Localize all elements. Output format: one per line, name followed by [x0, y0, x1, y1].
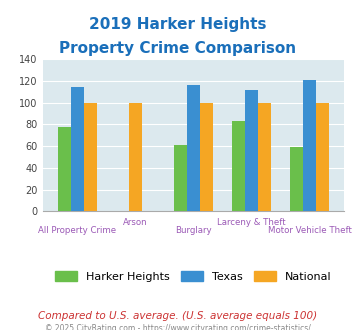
Bar	[84, 103, 97, 211]
Text: © 2025 CityRating.com - https://www.cityrating.com/crime-statistics/: © 2025 CityRating.com - https://www.city…	[45, 324, 310, 330]
Text: Larceny & Theft: Larceny & Theft	[217, 218, 286, 227]
Text: Motor Vehicle Theft: Motor Vehicle Theft	[268, 226, 351, 235]
Bar	[258, 103, 271, 211]
Bar	[129, 103, 142, 211]
Bar	[245, 90, 258, 211]
Bar	[187, 85, 200, 211]
Text: Property Crime Comparison: Property Crime Comparison	[59, 41, 296, 56]
Bar	[58, 127, 71, 211]
Text: Compared to U.S. average. (U.S. average equals 100): Compared to U.S. average. (U.S. average …	[38, 311, 317, 321]
Bar	[174, 145, 187, 211]
Bar	[303, 80, 316, 211]
Bar	[316, 103, 329, 211]
Text: All Property Crime: All Property Crime	[38, 226, 116, 235]
Text: 2019 Harker Heights: 2019 Harker Heights	[89, 16, 266, 31]
Bar	[233, 121, 245, 211]
Text: Arson: Arson	[123, 218, 148, 227]
Bar	[200, 103, 213, 211]
Text: Burglary: Burglary	[175, 226, 212, 235]
Bar	[290, 147, 303, 211]
Legend: Harker Heights, Texas, National: Harker Heights, Texas, National	[50, 266, 337, 288]
Bar	[71, 86, 84, 211]
